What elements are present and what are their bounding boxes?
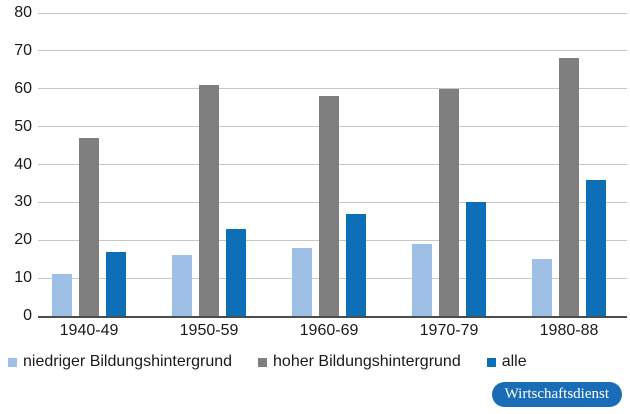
- brand-badge-label: Wirtschaftsdienst: [504, 386, 609, 402]
- x-tick-label: 1980-88: [539, 322, 599, 339]
- plot-area: [38, 12, 627, 318]
- y-tick-label: 0: [23, 307, 32, 324]
- y-tick-label: 50: [14, 117, 32, 135]
- bar: [79, 138, 99, 316]
- y-tick-label: 40: [14, 155, 32, 173]
- bar: [319, 96, 339, 316]
- gridline: [38, 88, 627, 90]
- legend-label: niedriger Bildungshintergrund: [23, 353, 233, 370]
- x-tick-label: 1970-79: [419, 322, 479, 339]
- bar: [292, 247, 312, 316]
- bar: [559, 58, 579, 316]
- bar: [226, 228, 246, 316]
- bar: [106, 251, 126, 316]
- legend-item: hoher Bildungshintergrund: [258, 353, 461, 371]
- bar: [346, 213, 366, 316]
- y-axis-labels: 0 10 20 30 40 50 60 70 80: [0, 4, 32, 324]
- bar: [199, 84, 219, 316]
- bar-group: [52, 138, 126, 316]
- bar-group: [412, 88, 486, 316]
- y-tick-label: 80: [14, 4, 32, 21]
- legend-item: niedriger Bildungshintergrund: [8, 353, 232, 371]
- gridline: [38, 50, 627, 52]
- gridline: [38, 12, 627, 14]
- x-tick-label: 1940-49: [59, 322, 119, 339]
- y-tick-label: 60: [14, 79, 32, 97]
- x-tick-label: 1960-69: [299, 322, 359, 339]
- legend: niedriger Bildungshintergrund hoher Bildu…: [8, 353, 527, 371]
- bar-group: [532, 58, 606, 316]
- bar: [412, 244, 432, 316]
- brand-badge: Wirtschaftsdienst: [491, 382, 622, 407]
- bar: [439, 88, 459, 316]
- x-tick-label: 1950-59: [179, 322, 239, 339]
- bar: [586, 179, 606, 316]
- bar-groups: [38, 13, 627, 316]
- y-tick-label: 70: [14, 41, 32, 59]
- y-tick-label: 30: [14, 193, 32, 211]
- bar: [532, 259, 552, 316]
- bar: [172, 255, 192, 316]
- legend-swatch: [258, 357, 268, 367]
- legend-swatch: [486, 357, 496, 367]
- legend-label: alle: [501, 353, 527, 370]
- legend-swatch: [8, 357, 17, 367]
- bar: [52, 274, 72, 316]
- x-axis-labels: 1940-49 1950-59 1960-69 1970-79 1980-88: [38, 322, 627, 342]
- bar-group: [172, 84, 246, 316]
- legend-label: hoher Bildungshintergrund: [273, 353, 461, 370]
- legend-item: alle: [486, 353, 527, 371]
- y-tick-label: 10: [14, 269, 32, 287]
- bar-group: [292, 96, 366, 316]
- bar: [466, 202, 486, 316]
- y-tick-label: 20: [14, 231, 32, 249]
